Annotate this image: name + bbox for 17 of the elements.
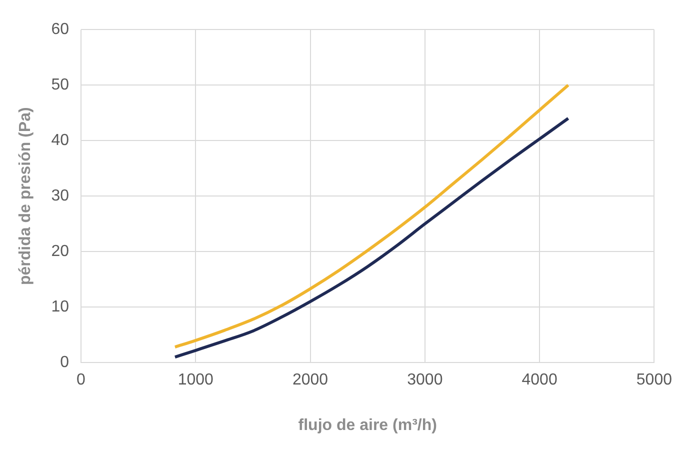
y-tick-label: 50: [51, 76, 70, 94]
y-tick-label: 30: [51, 188, 70, 205]
y-axis-title: pérdida de presión (Pa): [17, 107, 34, 286]
y-tick-label: 40: [51, 132, 70, 150]
y-tick-label: 20: [51, 243, 70, 260]
x-tick-label: 5000: [636, 372, 672, 389]
x-tick-label: 4000: [522, 372, 558, 389]
y-tick-label: 0: [60, 354, 70, 372]
line-series: [174, 84, 570, 349]
x-tick-label: 2000: [292, 372, 328, 389]
line-series: [174, 116, 570, 359]
x-tick-label: 1000: [178, 372, 214, 389]
x-tick-label: 3000: [407, 372, 443, 389]
x-tick-label: 0: [76, 372, 86, 389]
y-tick-label: 10: [51, 298, 70, 316]
x-axis-title: flujo de aire (m³/h): [298, 416, 437, 434]
y-tick-label: 60: [51, 21, 70, 38]
